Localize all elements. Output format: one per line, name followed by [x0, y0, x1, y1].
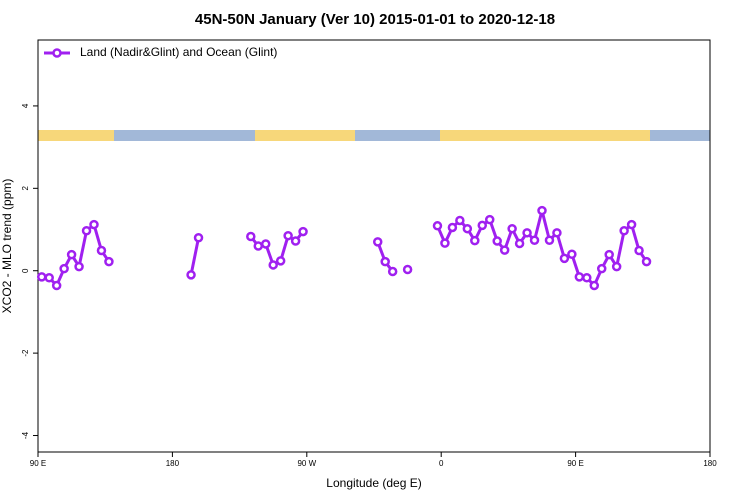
point [626, 219, 637, 230]
point [619, 226, 629, 236]
plot-frame [37, 39, 711, 453]
point [567, 249, 577, 259]
x-tick-label: 180 [166, 459, 180, 468]
y-tick-label: 4 [21, 103, 30, 108]
point [74, 261, 84, 272]
point [574, 272, 585, 282]
point [634, 245, 644, 256]
series-line [189, 237, 201, 276]
point [596, 263, 607, 274]
point [66, 249, 77, 260]
map-strip [38, 130, 710, 141]
y-axis-label: XCO2 - MLO trend (ppm) [0, 179, 14, 314]
legend-label: Land (Nadir&Glint) and Ocean (Glint) [80, 45, 277, 59]
point [582, 272, 592, 283]
point [44, 272, 54, 283]
point [514, 238, 525, 249]
point [641, 256, 652, 267]
point [96, 245, 107, 256]
point [283, 230, 293, 241]
point [387, 266, 398, 277]
point [462, 223, 473, 234]
point [611, 261, 622, 272]
legend-marker [52, 48, 62, 58]
point [604, 249, 614, 260]
point [186, 270, 196, 280]
point [298, 226, 308, 237]
point [552, 228, 562, 238]
x-tick-label: 90 E [30, 459, 46, 468]
point [290, 236, 301, 246]
series-line [436, 210, 648, 289]
y-tick-label: -2 [21, 349, 30, 357]
series-line [41, 221, 111, 289]
point [89, 219, 99, 230]
point [402, 264, 413, 275]
point [260, 239, 271, 249]
y-tick-label: 0 [21, 268, 30, 273]
point [455, 215, 465, 226]
point [589, 280, 600, 291]
point [559, 253, 570, 264]
x-axis-label: Longitude (deg E) [326, 476, 421, 490]
point [492, 236, 502, 246]
point [36, 272, 47, 282]
point [522, 228, 532, 238]
series-line [376, 241, 394, 273]
point [246, 231, 256, 242]
point [440, 238, 450, 248]
point [537, 205, 547, 216]
x-tick-label: 180 [703, 459, 717, 468]
point [193, 233, 204, 243]
y-tick-label: -4 [21, 431, 30, 439]
point [529, 235, 540, 245]
point [372, 237, 383, 247]
point [432, 221, 443, 231]
point [104, 256, 114, 267]
point [447, 222, 458, 233]
point [59, 263, 69, 274]
point [470, 235, 480, 246]
point [380, 256, 390, 267]
y-tick-label: 2 [21, 186, 30, 191]
x-tick-label: 0 [439, 459, 444, 468]
point [477, 220, 488, 231]
point [484, 214, 495, 225]
point [253, 241, 264, 251]
point [507, 223, 517, 234]
x-tick-label: 90 E [567, 459, 583, 468]
point [81, 226, 92, 236]
point [499, 245, 510, 255]
point [51, 280, 62, 291]
chart-title: 45N-50N January (Ver 10) 2015-01-01 to 2… [195, 11, 555, 28]
point [268, 260, 278, 270]
point [275, 256, 286, 266]
x-tick-label: 90 W [297, 459, 316, 468]
point [544, 235, 555, 245]
